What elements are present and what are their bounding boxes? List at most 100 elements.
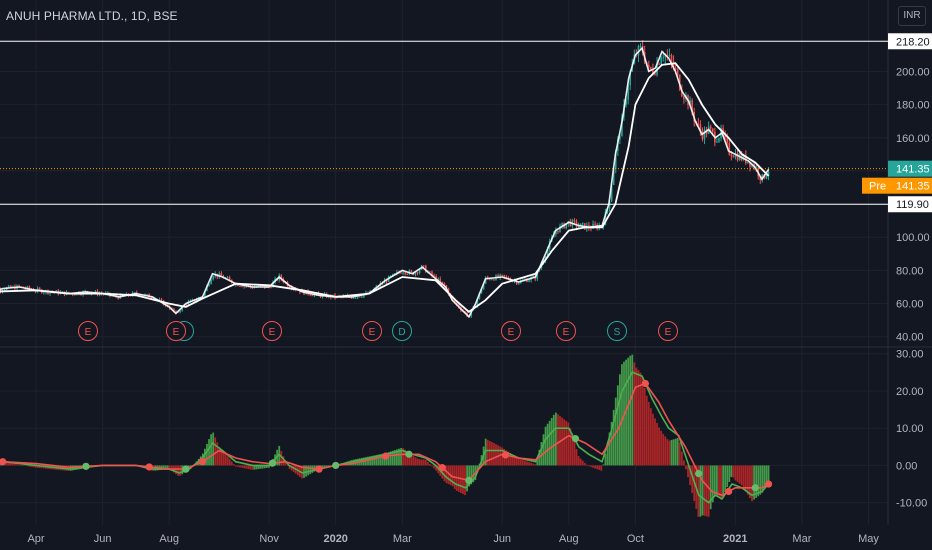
candle-body <box>732 156 735 158</box>
macd-histogram-bar <box>265 465 268 468</box>
macd-histogram-bar <box>647 401 650 466</box>
macd-histogram-bar <box>350 460 353 466</box>
macd-histogram-bar <box>389 451 392 466</box>
candle-body <box>759 176 762 181</box>
currency-button[interactable]: INR <box>898 6 926 26</box>
macd-cross-dot <box>182 465 190 473</box>
current-price-label-bg <box>888 160 932 177</box>
candle-body <box>0 289 2 292</box>
macd-histogram-bar <box>208 439 210 466</box>
x-tick-label: 2021 <box>723 533 747 545</box>
macd-histogram-bar <box>610 421 613 466</box>
macd-histogram-bar <box>621 364 623 466</box>
macd-histogram-bar <box>28 465 31 467</box>
earnings-icon <box>262 321 282 341</box>
macd-cross-dot <box>695 470 703 478</box>
macd-histogram-bar <box>629 355 632 466</box>
macd-histogram-bar <box>724 465 727 493</box>
candle-body <box>573 220 576 222</box>
macd-histogram-bar <box>402 448 404 466</box>
candle-body <box>391 273 394 276</box>
macd-histogram-bar <box>759 465 762 495</box>
macd-cross-dot <box>382 452 390 460</box>
macd-histogram-bar <box>625 359 627 466</box>
candle-body <box>654 73 656 75</box>
macd-histogram-bar <box>755 465 758 498</box>
candle-body <box>455 302 458 305</box>
macd-histogram-bar <box>282 456 285 466</box>
candle-body <box>181 306 183 311</box>
macd-histogram-bar <box>431 465 433 467</box>
macd-histogram-bar <box>243 465 246 469</box>
macd-histogram-bar <box>654 418 656 466</box>
macd-histogram-bar <box>561 417 563 466</box>
candle-body <box>625 99 627 105</box>
candle-body <box>608 201 611 209</box>
candle-body <box>676 69 679 75</box>
macd-histogram-bar <box>216 442 219 466</box>
candle-body <box>734 153 737 158</box>
macd-histogram-bar <box>210 434 212 466</box>
macd-histogram-bar <box>234 465 237 467</box>
macd-histogram-bar <box>509 453 512 466</box>
macd-histogram-bar <box>678 442 681 466</box>
candle-body <box>703 129 706 140</box>
macd-histogram-bar <box>414 457 417 466</box>
candle-body <box>689 100 691 105</box>
macd-histogram-bar <box>433 465 435 469</box>
macd-histogram-bar <box>526 461 528 466</box>
candle-body <box>133 292 136 294</box>
macd-histogram-bar <box>408 453 411 466</box>
macd-histogram-bar <box>168 465 171 470</box>
macd-histogram-bar <box>736 465 739 483</box>
level-label-bg <box>888 196 932 213</box>
candle-body <box>270 286 272 288</box>
macd-histogram-bar <box>507 451 510 466</box>
macd-histogram-bar <box>226 456 229 466</box>
event-marker-label: D <box>398 327 405 338</box>
macd-histogram-bar <box>424 459 427 466</box>
macd-histogram-bar <box>689 465 691 486</box>
candle-body <box>212 276 214 280</box>
macd-histogram-bar <box>746 465 749 495</box>
macd-histogram-bar <box>726 465 729 488</box>
candle-body <box>3 289 6 291</box>
macd-histogram-bar <box>554 412 557 466</box>
candle-body <box>484 277 487 284</box>
macd-histogram-bar <box>633 362 636 466</box>
candle-body <box>674 68 677 70</box>
macd-histogram-bar <box>552 414 555 466</box>
candle-body <box>410 270 413 273</box>
macd-histogram-bar <box>680 451 683 466</box>
candle-body <box>652 69 654 74</box>
candle-body <box>666 54 669 56</box>
macd-histogram-bar <box>718 465 720 498</box>
macd-histogram-bar <box>550 417 553 466</box>
split-icon <box>607 321 627 341</box>
candle-body <box>697 123 700 125</box>
macd-y-tick-label: 30.00 <box>896 349 924 361</box>
macd-histogram-bar <box>515 457 518 466</box>
candle-body <box>639 46 642 48</box>
candle-body <box>546 249 549 257</box>
macd-histogram-bar <box>744 465 747 492</box>
macd-histogram-bar <box>245 465 248 469</box>
macd-histogram-bar <box>656 422 658 466</box>
y-tick-label: 100.00 <box>896 232 930 244</box>
macd-histogram-bar <box>645 395 648 466</box>
macd-histogram-bar <box>705 465 708 517</box>
macd-histogram-bar <box>565 420 568 466</box>
macd-histogram-bar <box>422 459 425 466</box>
macd-histogram-bar <box>377 454 380 466</box>
candle-body <box>726 137 729 143</box>
macd-cross-dot <box>465 476 473 484</box>
candle-body <box>718 138 720 142</box>
macd-histogram-bar <box>323 465 326 468</box>
candle-body <box>439 278 442 282</box>
macd-cross-dot <box>145 463 153 471</box>
candle-body <box>204 291 206 297</box>
macd-cross-dot <box>268 459 277 467</box>
macd-histogram-bar <box>400 447 402 466</box>
